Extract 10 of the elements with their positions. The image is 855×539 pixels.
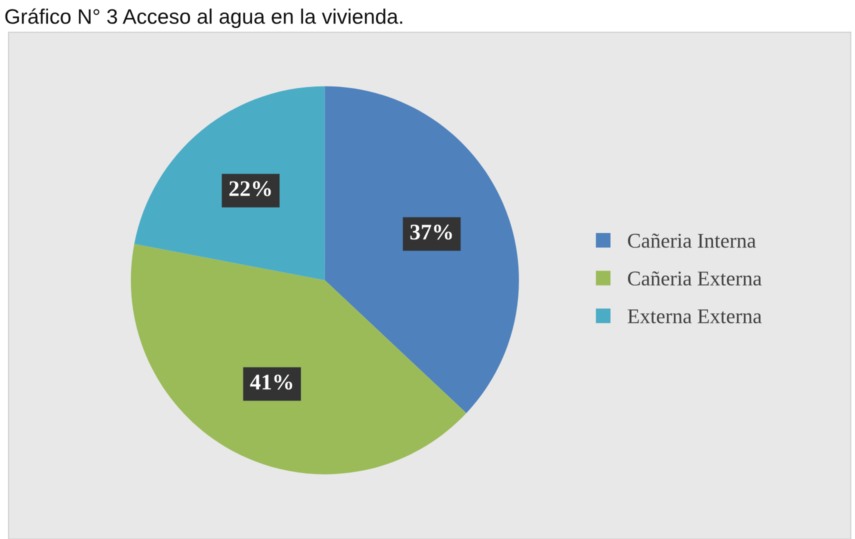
data-label: 37% — [410, 224, 452, 240]
pie-slice — [324, 86, 519, 414]
chart-title: Gráfico N° 3 Acceso al agua en la vivienda. — [5, 8, 402, 28]
pie-slice — [134, 86, 325, 280]
pie-slice — [130, 244, 466, 474]
legend-label: Externa Externa — [628, 309, 762, 324]
data-label: 41% — [250, 374, 292, 390]
legend-label: Cañeria Interna — [628, 234, 756, 248]
data-label: 22% — [229, 181, 271, 196]
legend-label: Cañeria Externa — [628, 271, 762, 286]
